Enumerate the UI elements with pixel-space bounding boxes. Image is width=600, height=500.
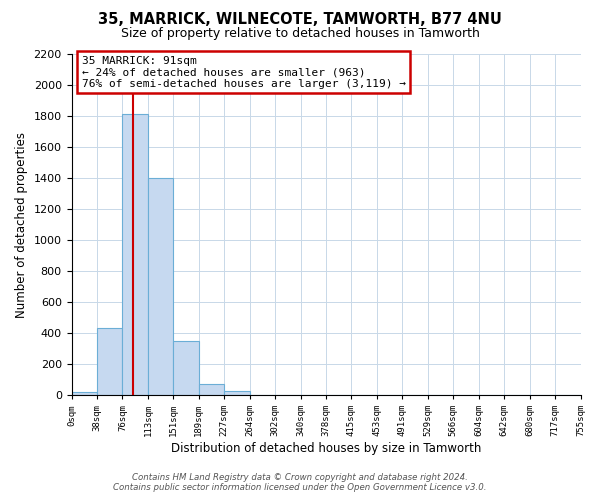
- Text: 35, MARRICK, WILNECOTE, TAMWORTH, B77 4NU: 35, MARRICK, WILNECOTE, TAMWORTH, B77 4N…: [98, 12, 502, 28]
- Bar: [97, 328, 122, 395]
- Bar: [122, 114, 148, 395]
- Text: 35 MARRICK: 91sqm
← 24% of detached houses are smaller (963)
76% of semi-detache: 35 MARRICK: 91sqm ← 24% of detached hous…: [82, 56, 406, 89]
- Text: Contains HM Land Registry data © Crown copyright and database right 2024.
Contai: Contains HM Land Registry data © Crown c…: [113, 473, 487, 492]
- Bar: [224, 392, 250, 395]
- Bar: [173, 341, 199, 395]
- Y-axis label: Number of detached properties: Number of detached properties: [15, 132, 28, 318]
- Bar: [199, 384, 224, 395]
- Bar: [71, 392, 97, 395]
- Bar: [148, 178, 173, 395]
- Text: Size of property relative to detached houses in Tamworth: Size of property relative to detached ho…: [121, 28, 479, 40]
- X-axis label: Distribution of detached houses by size in Tamworth: Distribution of detached houses by size …: [171, 442, 481, 455]
